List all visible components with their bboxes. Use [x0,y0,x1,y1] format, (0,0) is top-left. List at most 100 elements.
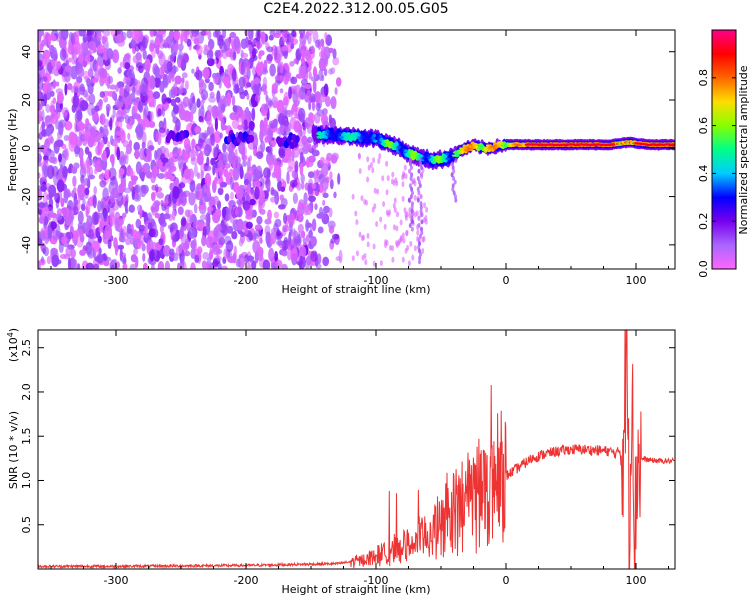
heatmap-cell [308,195,316,202]
heatmap-cell [93,186,97,195]
heatmap-cell [349,137,353,141]
heatmap-cell [43,165,49,178]
heatmap-cell [311,76,314,82]
heatmap-cell [468,143,473,146]
heatmap-cell [197,152,204,166]
heatmap-cell [158,52,166,67]
heatmap-cell [189,30,194,39]
heatmap-cell [391,171,395,178]
heatmap-cell [417,190,421,196]
heatmap-cell [73,32,77,38]
heatmap-cell [177,262,181,269]
x-tick-label: -100 [364,574,389,587]
heatmap-cell [217,263,222,269]
heatmap-cell [315,39,320,48]
heatmap-cell [286,109,294,118]
heatmap-cell [125,52,131,62]
heatmap-cell [329,117,337,129]
heatmap-cell [189,180,196,193]
heatmap-cell [41,57,47,67]
heatmap-cell [320,38,325,47]
heatmap-cell [214,49,221,58]
heatmap-cell [216,248,223,255]
heatmap-cell [200,89,209,101]
heatmap-cell [346,132,351,136]
heatmap-cell [416,197,420,203]
heatmap-cell [193,164,198,177]
heatmap-cell [77,222,84,230]
heatmap-cell [225,212,230,222]
heatmap-cell [314,203,318,210]
heatmap-cell [452,154,456,157]
heatmap-cell [225,37,231,48]
heatmap-cell [329,178,334,190]
heatmap-cell [243,69,248,79]
heatmap-cell [268,160,274,172]
heatmap-cell [277,240,284,246]
heatmap-cell [297,223,304,233]
heatmap-cell [41,129,47,137]
colorbar-bar [711,29,737,270]
heatmap-cell [221,224,229,235]
heatmap-cell [364,259,368,266]
heatmap-cell [323,83,329,97]
heatmap-cell [218,237,225,246]
heatmap-cell [334,87,338,95]
heatmap-cell [432,161,437,165]
heatmap-cell [108,167,117,181]
heatmap-cell [198,204,206,211]
heatmap-cell [450,172,454,178]
heatmap-cell [177,155,183,170]
heatmap-cell [54,192,60,203]
heatmap-cell [424,218,428,225]
heatmap-cell [102,187,109,202]
heatmap-cell [142,49,147,60]
heatmap-cell [413,245,417,252]
heatmap-cell [248,46,253,52]
heatmap-cell [249,235,253,242]
heatmap-cell [76,263,81,269]
y-tick-label: 2.0 [20,383,33,401]
heatmap-cell [80,156,84,170]
heatmap-cell [51,47,58,60]
heatmap-cell [392,179,396,186]
heatmap-cell [222,30,227,39]
heatmap-cell [397,145,401,149]
heatmap-cell [319,156,326,165]
heatmap-cell [221,151,230,164]
heatmap-cell [476,143,481,146]
heatmap-cell [206,57,215,67]
heatmap-cell [72,175,77,187]
heatmap-cell [149,111,154,122]
heatmap-cell [278,126,283,136]
heatmap-cell [144,224,149,239]
heatmap-cell [222,142,227,153]
heatmap-cell [38,117,41,125]
heatmap-cell [232,51,237,61]
heatmap-cell [112,49,120,64]
heatmap-cell [58,121,64,136]
heatmap-cell [74,87,79,94]
heatmap-cell [38,49,41,62]
heatmap-cell [174,97,181,103]
heatmap-cell [469,147,474,150]
heatmap-cell [303,192,308,206]
heatmap-cell [254,186,260,200]
colorbar: 0.0 0.2 0.4 0.6 0.8 Normalized spectral ampl… [697,29,750,278]
heatmap-cell [284,147,292,161]
heatmap-cell [229,142,236,152]
heatmap-cell [323,205,330,214]
heatmap-cell [180,196,187,206]
heatmap-cell [272,100,278,108]
y-tick-label: 40 [20,45,33,59]
heatmap-cell [236,199,243,205]
heatmap-cell [298,42,303,54]
heatmap-cell [148,228,156,238]
heatmap-cell [162,245,171,257]
heatmap-cell [276,230,282,237]
heatmap-cell [289,116,297,130]
heatmap-cell [137,242,142,250]
heatmap-cell [127,69,135,79]
heatmap-cell [373,139,378,143]
heatmap-cell [73,199,79,207]
